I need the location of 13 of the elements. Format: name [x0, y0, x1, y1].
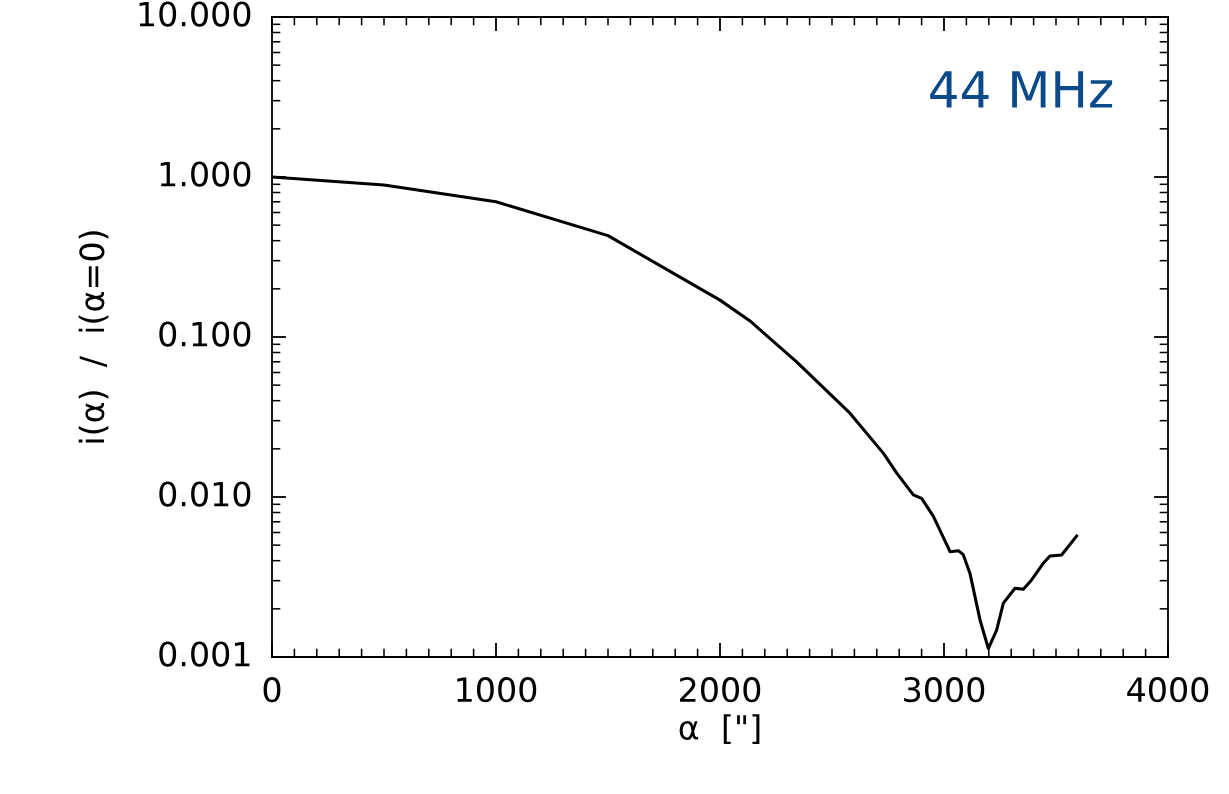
y-tick-label: 0.100 [159, 321, 251, 347]
x-tick-label: 3000 [904, 677, 985, 703]
x-tick-label: 2000 [680, 677, 761, 703]
annotation: 44 MHz [930, 71, 1113, 108]
x-axis-title: α ["] [679, 714, 760, 744]
x-tick-label: 4000 [1127, 677, 1209, 703]
y-tick-label: 0.001 [159, 641, 250, 667]
x-tick-label: 1000 [457, 677, 537, 703]
y-axis-title: i(α) / i(α=0) [78, 231, 109, 443]
y-tick-label: 0.010 [159, 481, 251, 507]
x-tick-label: 0 [263, 677, 281, 703]
y-tick-label: 1.000 [160, 161, 251, 187]
y-tick-label: 10.000 [139, 1, 251, 27]
